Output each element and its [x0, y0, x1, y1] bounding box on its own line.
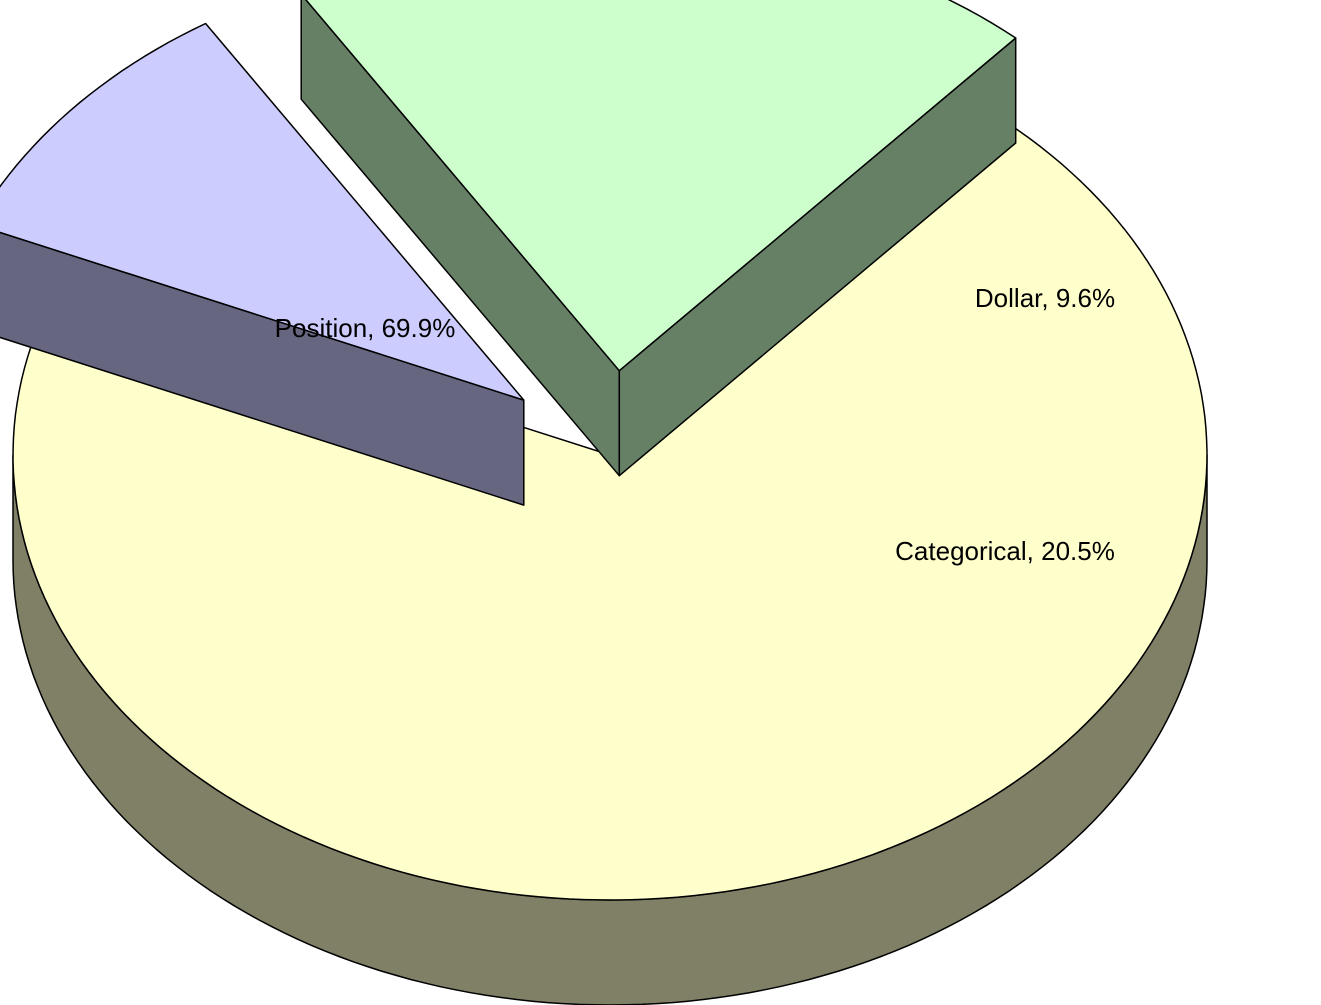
data-label: Categorical, 20.5%: [895, 536, 1115, 566]
slice: [0, 22, 525, 401]
slice: [12, 121, 1208, 901]
slice: [305, 0, 1017, 372]
data-label: Position, 69.9%: [275, 313, 456, 343]
data-label: Dollar, 9.6%: [975, 283, 1115, 313]
